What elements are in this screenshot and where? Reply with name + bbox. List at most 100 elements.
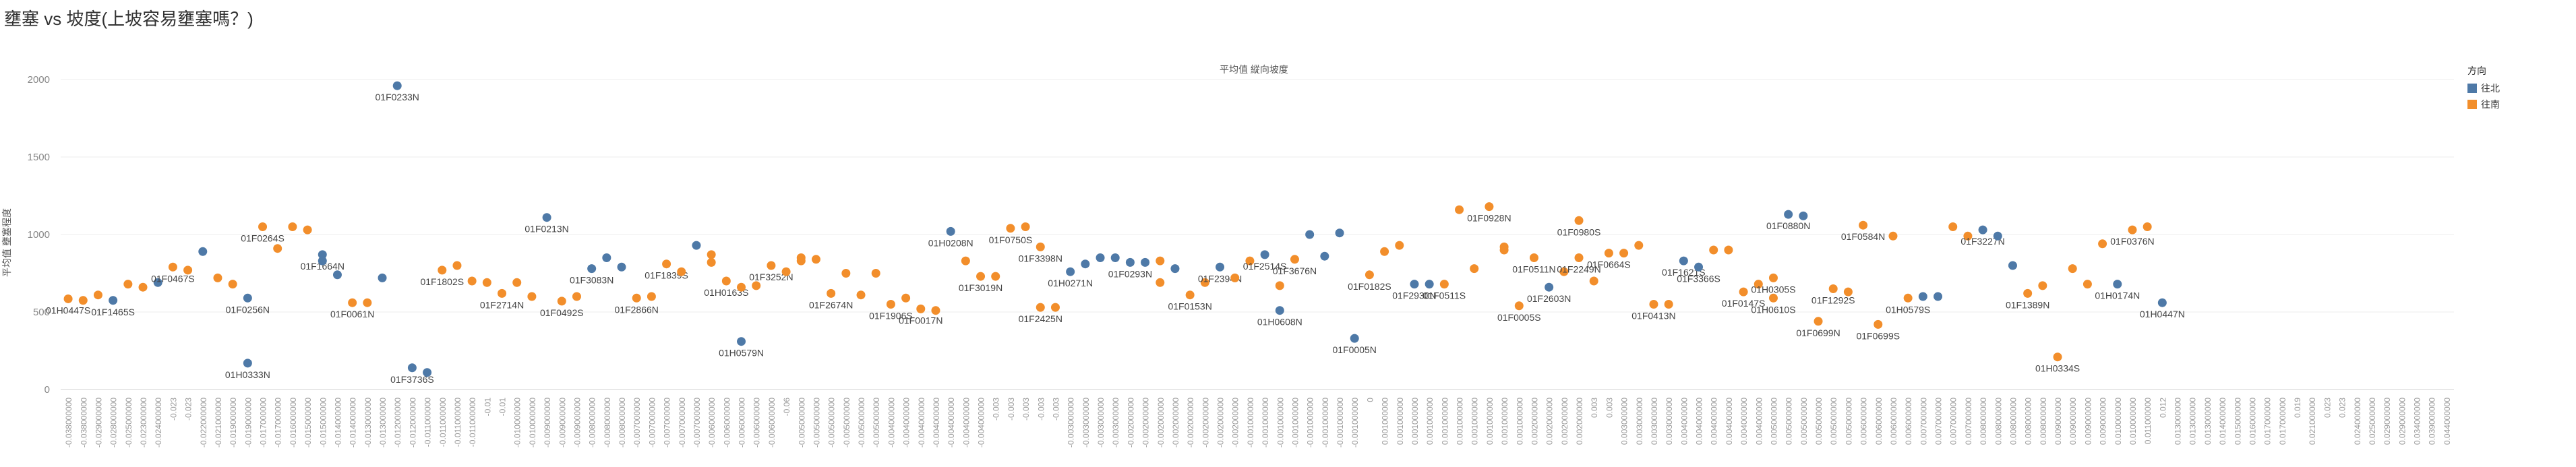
point-label: 01H0208N <box>928 237 974 248</box>
point-south <box>1768 293 1778 303</box>
x-tick-label: 0.004000000 <box>1739 398 1749 445</box>
point-label: 01F0147S <box>1722 298 1766 309</box>
point-label: 01F0699S <box>1856 330 1900 341</box>
point-north <box>542 213 551 222</box>
point-label: 01F0293N <box>1108 268 1152 279</box>
point-south <box>2143 222 2152 231</box>
x-tick-label: -0.007000000 <box>647 398 657 447</box>
point-label: 01F0980S <box>1557 226 1601 237</box>
point-south <box>1634 241 1644 250</box>
point-south <box>1185 290 1195 300</box>
legend-item-south[interactable]: 往南 <box>2467 98 2500 111</box>
x-tick-label: -0.01 <box>498 398 508 416</box>
x-tick-label: -0.011000000 <box>423 398 433 447</box>
point-north <box>1170 264 1180 274</box>
point-label: 01F3252N <box>749 272 793 282</box>
x-tick-label: -0.006000000 <box>722 398 731 447</box>
x-tick-label: -0.002000000 <box>1156 398 1166 447</box>
x-tick-label: -0.017000000 <box>274 398 283 447</box>
point-label: 01F1664N <box>301 261 345 272</box>
x-tick-label: -0.003000000 <box>1067 398 1076 447</box>
x-tick-label: 0.010000000 <box>2128 398 2138 445</box>
x-tick-label: -0.024000000 <box>154 398 163 447</box>
point-south <box>258 222 268 231</box>
point-south <box>856 290 866 300</box>
x-tick-label: 0.004000000 <box>1754 398 1764 445</box>
point-south <box>991 272 1000 281</box>
point-label: 01H0334S <box>2035 363 2080 374</box>
point-south <box>1859 220 1868 230</box>
x-tick-label: -0.017000000 <box>259 398 268 447</box>
x-tick-label: 0.004000000 <box>1679 398 1689 445</box>
point-south <box>1874 319 1883 329</box>
x-tick-label: 0.005000000 <box>1785 398 1794 445</box>
point-label: 01F2249N <box>1557 264 1600 275</box>
legend-label-north: 往北 <box>2481 83 2500 94</box>
point-label: 01H0447S <box>46 305 90 315</box>
point-label: 01H0610S <box>1751 304 1795 315</box>
y-tick-label: 1000 <box>28 229 50 241</box>
point-south <box>827 288 836 298</box>
point-north <box>1081 259 1090 269</box>
point-south <box>1230 273 1240 282</box>
x-tick-label: 0.001000000 <box>1396 398 1405 445</box>
x-tick-label: 0.005000000 <box>1769 398 1778 445</box>
point-south <box>1948 222 1958 231</box>
x-tick-label: 0.003000000 <box>1620 398 1629 445</box>
x-tick-label: -0.004000000 <box>977 398 986 447</box>
point-label: 01F2514S <box>1243 261 1287 272</box>
point-label: 01F2394N <box>1198 273 1242 284</box>
point-north <box>378 273 387 282</box>
point-north <box>2157 298 2167 307</box>
legend-title: 方向 <box>2467 65 2486 76</box>
point-south <box>2098 239 2107 249</box>
x-tick-label: -0.029000000 <box>94 398 103 447</box>
point-south <box>1604 249 1613 258</box>
point-label: 01F1292S <box>1811 295 1855 306</box>
x-tick-label: 0.009000000 <box>2054 398 2063 445</box>
x-tick-label: -0.003 <box>1007 398 1016 421</box>
point-south <box>901 293 911 303</box>
point-label: 01F0928N <box>1467 213 1511 224</box>
point-label: 01F0264S <box>241 233 284 244</box>
point-south <box>527 292 537 301</box>
point-label: 01H0579N <box>719 348 764 359</box>
x-tick-label: -0.003000000 <box>1111 398 1120 447</box>
x-tick-label: 0.001000000 <box>1470 398 1480 445</box>
x-tick-label: 0.004000000 <box>1695 398 1704 445</box>
point-north <box>1320 251 1329 261</box>
x-tick-label: 0.001000000 <box>1485 398 1495 445</box>
x-tick-label: -0.015000000 <box>303 398 313 447</box>
point-south <box>1768 273 1778 282</box>
point-south <box>1021 222 1030 231</box>
point-label: 01F1621S <box>1662 267 1706 278</box>
point-label: 01F1465S <box>91 307 135 317</box>
point-south <box>123 280 133 289</box>
x-tick-label: 0.006000000 <box>1874 398 1884 445</box>
point-south <box>916 304 926 313</box>
point-south <box>752 281 761 290</box>
point-north <box>1305 230 1315 239</box>
point-north <box>423 368 432 377</box>
point-south <box>2053 352 2062 362</box>
point-north <box>1335 228 1344 238</box>
legend-item-north[interactable]: 往北 <box>2467 82 2500 95</box>
x-tick-label: 0.006000000 <box>1889 398 1898 445</box>
point-south <box>1754 280 1763 289</box>
point-label: 01F1389N <box>2006 299 2049 310</box>
point-south <box>498 288 507 298</box>
x-tick-label: 0.003 <box>1605 398 1614 418</box>
x-tick-label: -0.002000000 <box>1186 398 1195 447</box>
x-tick-label: 0.009000000 <box>2068 398 2078 445</box>
point-north <box>602 253 611 262</box>
point-label: 01H0163S <box>704 287 748 298</box>
point-label: 01H0271N <box>1048 278 1093 288</box>
point-north <box>1216 262 1225 272</box>
point-south <box>1574 216 1584 225</box>
point-north <box>1918 292 1927 301</box>
x-tick-label: -0.006000000 <box>752 398 762 447</box>
x-tick-label: 0.017000000 <box>2278 398 2287 445</box>
point-north <box>1410 280 1419 289</box>
point-south <box>1156 256 1165 266</box>
x-tick-label: 0.008000000 <box>1994 398 2003 445</box>
